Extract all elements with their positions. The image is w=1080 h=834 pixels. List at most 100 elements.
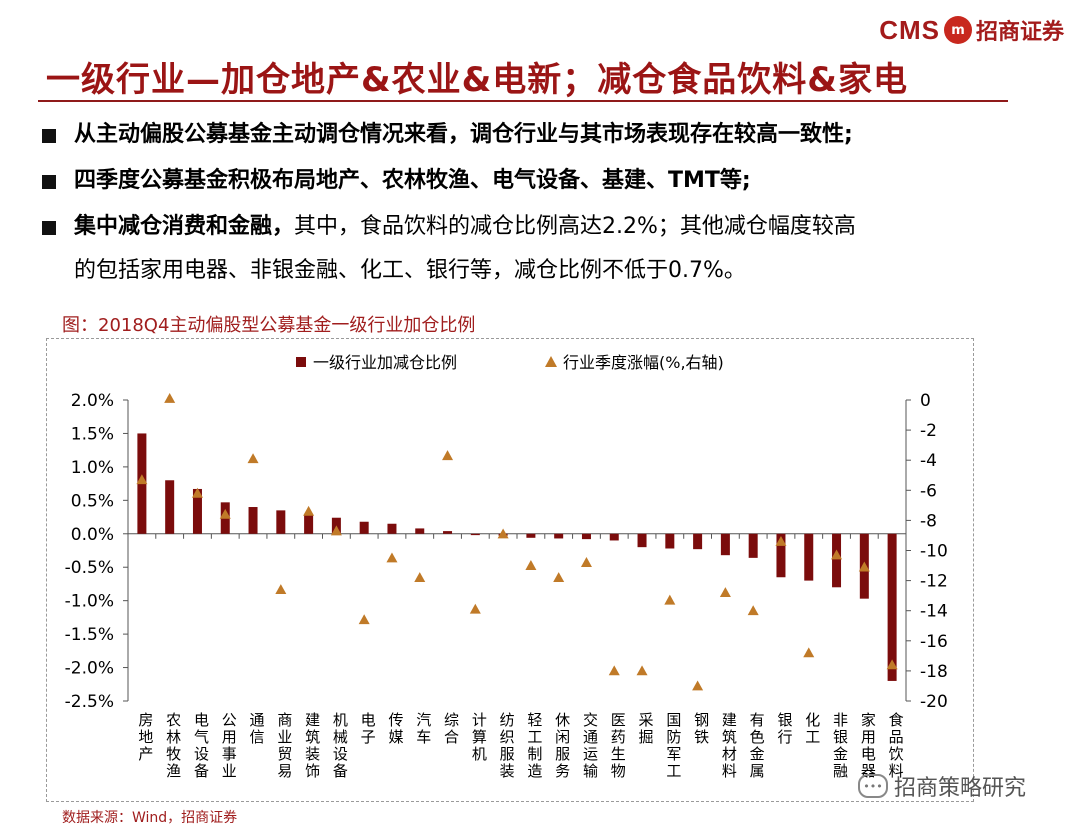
right-tick-label: -4 <box>920 451 937 471</box>
category-label: 电气设备 <box>194 711 209 780</box>
left-tick-label: 0.5% <box>71 491 114 511</box>
scatter-point <box>803 647 815 658</box>
category-label: 通信 <box>250 711 265 746</box>
watermark: ••• 招商策略研究 <box>858 770 1026 802</box>
left-tick-label: -2.5% <box>65 692 114 712</box>
bar-mark <box>720 533 730 556</box>
left-tick-label: -0.5% <box>65 558 114 578</box>
category-label: 银行 <box>777 711 792 746</box>
data-source: 数据来源：Wind，招商证券 <box>62 810 238 826</box>
bar-mark <box>554 533 564 539</box>
category-label: 交通运输 <box>583 711 598 780</box>
left-tick-label: -1.5% <box>65 625 114 645</box>
category-label: 电子 <box>361 711 376 746</box>
right-tick-label: -16 <box>920 632 948 652</box>
watermark-text: 招商策略研究 <box>894 776 1027 801</box>
category-label: 计算机 <box>472 711 487 763</box>
category-label: 医药生物 <box>611 711 626 780</box>
legend-bar-label: 一级行业加减仓比例 <box>313 353 457 372</box>
category-label: 纺织服装 <box>500 711 515 780</box>
bar-mark <box>276 510 286 534</box>
category-label: 非银金融 <box>833 711 848 780</box>
legend-scatter-swatch <box>545 356 557 367</box>
bar-mark <box>693 533 703 550</box>
bar-mark <box>748 533 758 558</box>
scatter-point <box>664 594 676 605</box>
bullet-square-icon <box>42 175 56 189</box>
bar-mark <box>526 533 536 538</box>
right-tick-label: -12 <box>920 572 948 592</box>
brand-logo: CMS m 招商证券 <box>879 14 1064 46</box>
right-tick-label: -18 <box>920 662 948 682</box>
bar-mark <box>443 531 453 534</box>
scatter-point <box>191 487 203 498</box>
right-tick-label: -20 <box>920 692 948 712</box>
category-label: 国防军工 <box>666 711 681 780</box>
brand-chinese: 招商证券 <box>975 19 1064 45</box>
bullet-list: 从主动偏股公募基金主动调仓情况来看，调仓行业与其市场表现存在较高一致性; 四季度… <box>40 112 1040 292</box>
category-label: 休闲服务 <box>555 711 570 780</box>
bar-mark <box>387 523 397 534</box>
scatter-point <box>442 450 454 461</box>
bar-mark <box>359 521 369 534</box>
bar-mark <box>192 488 202 534</box>
scatter-point <box>692 680 704 691</box>
scatter-point <box>219 508 231 519</box>
category-label: 汽车 <box>416 711 431 746</box>
scatter-point <box>858 561 870 572</box>
left-tick-label: 0.0% <box>71 525 114 545</box>
left-tick-label: 1.0% <box>71 458 114 478</box>
bullet-strong-text: 从主动偏股公募基金主动调仓情况来看，调仓行业与其市场表现存在较高一致性; <box>74 122 853 147</box>
bullet-item: 从主动偏股公募基金主动调仓情况来看，调仓行业与其市场表现存在较高一致性; <box>40 112 1040 158</box>
bar-mark <box>776 533 786 578</box>
right-tick-label: -8 <box>920 511 937 531</box>
bar-mark <box>470 533 480 536</box>
bar-mark <box>248 507 258 534</box>
scatter-point <box>386 552 398 563</box>
scatter-point <box>831 549 843 560</box>
bullet-square-icon <box>42 221 56 235</box>
bar-mark <box>609 533 619 541</box>
scatter-point <box>497 528 509 539</box>
category-label: 有色金属 <box>750 711 765 780</box>
wechat-icon: ••• <box>858 774 888 798</box>
category-label: 食品饮料 <box>889 711 904 780</box>
category-label: 房地产 <box>138 711 153 763</box>
scatter-point <box>747 605 759 616</box>
category-label: 机械设备 <box>333 711 348 780</box>
scatter-point <box>358 614 370 625</box>
scatter-point <box>469 603 481 614</box>
category-label: 综合 <box>444 711 459 746</box>
bullet-text: 其中，食品饮料的减仓比例高达2.2%；其他减仓幅度较高 <box>294 214 856 239</box>
category-label: 建筑装饰 <box>305 711 320 780</box>
scatter-point <box>414 572 426 582</box>
scatter-point <box>247 453 259 464</box>
bar-mark <box>832 533 842 588</box>
bullet-strong-text: 四季度公募基金积极布局地产、农林牧渔、电气设备、基建、TMT等; <box>74 168 751 193</box>
bar-mark <box>637 533 647 548</box>
bullet-square-icon <box>42 129 56 143</box>
left-tick-label: -1.0% <box>65 592 114 612</box>
scatter-point <box>164 392 176 403</box>
category-label: 传媒 <box>388 711 403 746</box>
bar-mark <box>804 533 814 581</box>
scatter-point <box>608 665 620 676</box>
right-tick-label: -6 <box>920 481 937 501</box>
bar-mark <box>581 533 591 540</box>
scatter-point <box>719 587 731 598</box>
right-tick-label: -10 <box>920 542 948 562</box>
category-label: 采掘 <box>639 711 654 746</box>
title-divider <box>38 100 1008 102</box>
scatter-point <box>580 557 592 567</box>
category-label: 公用事业 <box>222 711 237 780</box>
slide-title: 一级行业—加仓地产&农业&电新；减仓食品饮料&家电 <box>46 60 908 100</box>
bar-mark <box>304 515 314 534</box>
scatter-point <box>330 525 342 536</box>
scatter-point <box>636 665 648 676</box>
right-tick-label: -14 <box>920 602 948 622</box>
category-label: 商业贸易 <box>277 711 292 780</box>
figure-title: 图：2018Q4主动偏股型公募基金一级行业加仓比例 <box>62 315 476 336</box>
left-tick-label: 2.0% <box>71 391 114 411</box>
scatter-point <box>886 659 898 670</box>
bullet-item: 四季度公募基金积极布局地产、农林牧渔、电气设备、基建、TMT等; <box>40 158 1040 204</box>
